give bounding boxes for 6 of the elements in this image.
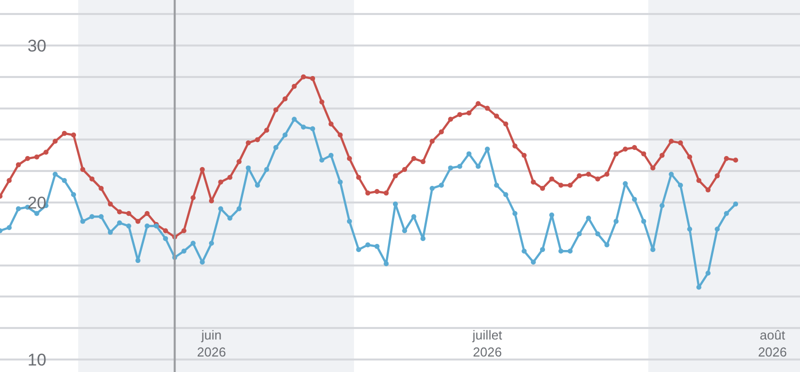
y-tick-label: 20 [27,193,46,212]
x-tick-label: août 2026 [758,328,787,360]
x-tick-label: juin 2026 [197,328,226,360]
y-tick-label: 10 [27,350,46,370]
x-tick-label: juillet 2026 [472,328,503,360]
y-tick-label: 30 [27,36,46,56]
